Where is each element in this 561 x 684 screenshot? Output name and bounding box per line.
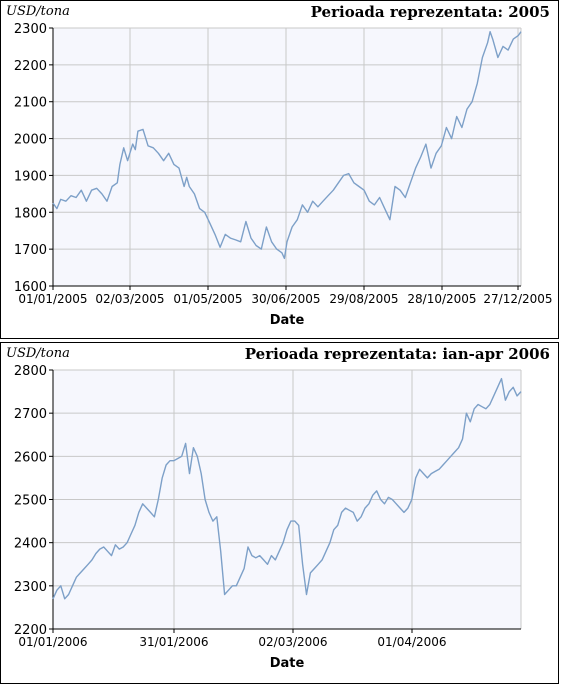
x-tick-label: 30/06/2005 (251, 292, 320, 306)
y-tick-label: 1800 (14, 206, 47, 221)
y-tick-label: 2100 (14, 96, 47, 111)
y-tick-label: 1900 (14, 169, 47, 184)
y-tick-label: 2800 (14, 364, 47, 379)
y-unit-label: USD/tona (6, 346, 70, 361)
y-tick-label: 2400 (14, 537, 47, 552)
x-tick-label: 01/05/2005 (173, 292, 242, 306)
chart-title: Perioada reprezentata: ian-apr 2006 (244, 345, 550, 363)
y-tick-label: 2200 (14, 59, 47, 74)
x-axis-title: Date (270, 656, 305, 671)
y-tick-label: 2200 (14, 623, 47, 638)
y-unit-label: USD/tona (6, 4, 70, 19)
y-tick-label: 2700 (14, 407, 47, 422)
y-tick-label: 2500 (14, 494, 47, 509)
y-tick-label: 1700 (14, 243, 47, 258)
chart-2006: 2200 2300 2400 2500 2600 2700 2800 01/01/2006 31… (14, 364, 522, 671)
x-tick-label: 02/03/2006 (258, 635, 327, 649)
x-tick-label: 27/12/2005 (483, 292, 552, 306)
chart-panel-2005: USD/tona Perioada reprezentata: 2005 160… (0, 0, 559, 339)
y-tick-label: 2300 (14, 580, 47, 595)
x-tick-label: 28/10/2005 (407, 292, 476, 306)
series-line (52, 377, 522, 600)
y-tick-label: 2300 (14, 22, 47, 37)
x-tick-label: 01/01/2006 (18, 635, 87, 649)
y-tick-label: 2600 (14, 450, 47, 465)
x-tick-label: 01/01/2005 (18, 292, 87, 306)
x-tick-label: 01/04/2006 (377, 635, 446, 649)
chart-panel-2006: USD/tona Perioada reprezentata: ian-apr … (0, 342, 559, 684)
x-axis-title: Date (270, 313, 305, 328)
x-tick-label: 02/03/2005 (95, 292, 164, 306)
x-tick-label: 29/08/2005 (329, 292, 398, 306)
chart-title: Perioada reprezentata: 2005 (310, 3, 550, 21)
y-tick-label: 1600 (14, 280, 47, 295)
x-tick-label: 31/01/2006 (139, 635, 208, 649)
plot-area (53, 28, 521, 286)
series-line (52, 31, 522, 260)
chart-2005: 1600 1700 1800 1900 2000 2100 2200 2300 01/01/20… (14, 22, 553, 328)
y-tick-label: 2000 (14, 133, 47, 148)
